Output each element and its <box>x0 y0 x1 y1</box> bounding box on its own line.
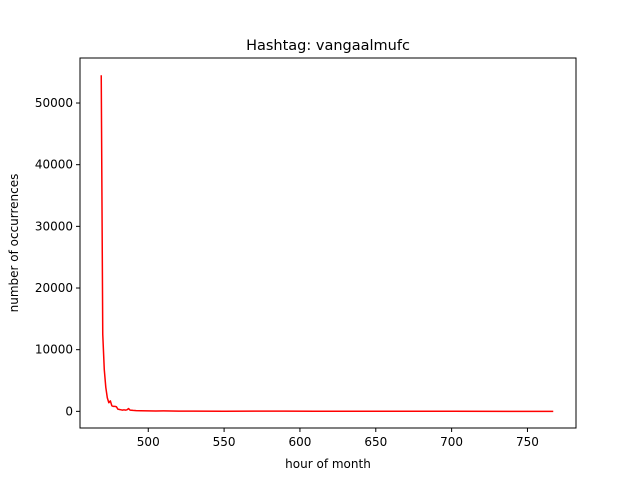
x-tick-label: 550 <box>213 435 236 449</box>
chart-title: Hashtag: vangaalmufc <box>246 38 410 54</box>
x-tick-label: 500 <box>137 435 160 449</box>
y-tick-label: 20000 <box>35 281 73 295</box>
x-tick-label: 700 <box>440 435 463 449</box>
series-line <box>100 75 554 413</box>
y-tick-label: 30000 <box>35 219 73 233</box>
x-axis-label: hour of month <box>285 457 371 471</box>
plot-area <box>79 57 577 429</box>
series-group <box>100 75 554 413</box>
x-tick-label: 650 <box>364 435 387 449</box>
y-axis: 0 10000 20000 30000 40000 50000 <box>35 96 80 418</box>
y-tick-label: 50000 <box>35 96 73 110</box>
y-tick-label: 40000 <box>35 158 73 172</box>
y-axis-label: number of occurrences <box>7 174 21 313</box>
y-tick-label: 0 <box>65 404 73 418</box>
x-tick-label: 750 <box>516 435 539 449</box>
y-tick-label: 10000 <box>35 343 73 357</box>
x-axis: 500 550 600 650 700 750 <box>137 428 539 449</box>
x-tick-label: 600 <box>288 435 311 449</box>
